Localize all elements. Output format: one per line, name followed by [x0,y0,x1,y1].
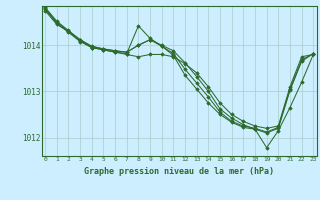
X-axis label: Graphe pression niveau de la mer (hPa): Graphe pression niveau de la mer (hPa) [84,167,274,176]
